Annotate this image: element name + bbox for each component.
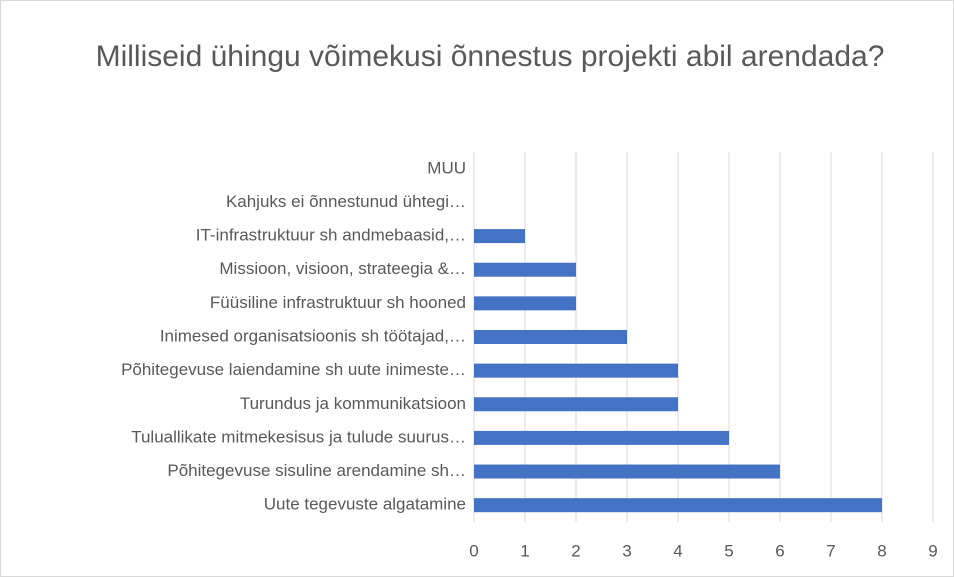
x-tick-label: 4	[673, 541, 682, 560]
y-tick-label: MUU	[427, 158, 466, 177]
y-tick-label: Turundus ja kommunikatsioon	[240, 394, 466, 413]
y-tick-label: Uute tegevuste algatamine	[264, 495, 466, 514]
y-tick-label: Missioon, visioon, strateegia &…	[219, 259, 466, 278]
y-tick-label: IT-infrastruktuur sh andmebaasid,…	[196, 226, 466, 245]
x-tick-label: 3	[622, 541, 631, 560]
y-tick-label: Tuluallikate mitmekesisus ja tulude suur…	[131, 427, 466, 446]
x-tick-label: 5	[724, 541, 733, 560]
x-tick-label: 6	[775, 541, 784, 560]
bar	[474, 498, 882, 513]
x-tick-label: 1	[520, 541, 529, 560]
bar	[474, 262, 576, 277]
bar	[474, 464, 780, 479]
bar	[474, 229, 525, 244]
bar	[474, 296, 576, 311]
bar	[474, 363, 678, 378]
x-tick-label: 9	[928, 541, 937, 560]
y-tick-label: Füüsiline infrastruktuur sh hooned	[210, 293, 466, 312]
y-tick-label: Inimesed organisatsioonis sh töötajad,…	[160, 326, 466, 345]
y-tick-label: Kahjuks ei õnnestunud ühtegi…	[226, 192, 466, 211]
x-tick-label: 2	[571, 541, 580, 560]
x-tick-label: 7	[826, 541, 835, 560]
x-tick-label: 8	[877, 541, 886, 560]
chart-title: Milliseid ühingu võimekusi õnnestus proj…	[95, 40, 885, 73]
bar	[474, 430, 729, 445]
bar	[474, 397, 678, 412]
x-tick-label: 0	[469, 541, 478, 560]
bar	[474, 330, 627, 344]
y-tick-label: Põhitegevuse sisuline arendamine sh…	[167, 461, 466, 480]
y-tick-label: Põhitegevuse laiendamine sh uute inimest…	[121, 360, 466, 379]
